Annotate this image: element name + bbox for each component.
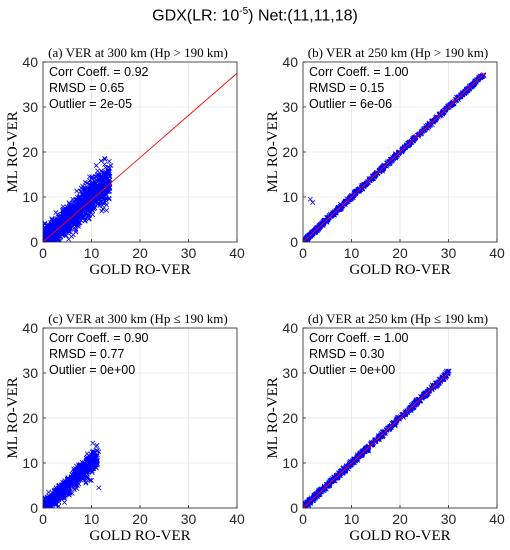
panel-title: (d) VER at 250 km (Hp ≤ 190 km) [308,311,488,326]
x-tick-label: 40 [489,245,505,261]
identity-line [303,372,449,508]
y-tick-label: 10 [22,455,38,471]
y-tick-label: 40 [22,54,38,70]
x-tick-label: 10 [84,511,100,527]
y-tick-label: 10 [282,455,298,471]
y-tick-label: 40 [22,320,38,336]
y-tick-label: 0 [290,234,298,250]
panel-a: 0 10 20 30 40 0 10 20 30 40 (a) VER at 300 km (Hp … [5,45,245,278]
x-tick-label: 20 [392,511,408,527]
x-tick-label: 40 [229,245,245,261]
panel-d: 0 10 20 30 40 0 10 20 30 40 (d) VER at 250 km (Hp … [265,311,505,544]
y-tick-label: 40 [282,320,298,336]
y-tick-label: 20 [282,410,298,426]
scatter-points [43,440,102,508]
identity-line [303,72,486,242]
y-axis-label: ML RO-VER [5,111,21,193]
stats-line: RMSD = 0.15 [309,81,384,95]
y-tick-label: 30 [282,99,298,115]
stats-line: RMSD = 0.30 [309,347,384,361]
figure-title: GDX(LR: 10-5) Net:(11,11,18) [152,6,358,25]
x-tick-label: 10 [344,245,360,261]
x-tick-label: 0 [39,245,47,261]
data-layer [303,368,452,508]
stats-line: RMSD = 0.65 [49,81,124,95]
data-layer [303,72,487,242]
y-tick-label: 40 [282,54,298,70]
y-tick-label: 10 [22,189,38,205]
y-axis-label: ML RO-VER [265,111,281,193]
x-tick-label: 0 [299,511,307,527]
y-tick-label: 0 [30,234,38,250]
panel-title: (b) VER at 250 km (Hp > 190 km) [308,45,488,60]
stats-line: Outlier = 0e+00 [309,363,395,377]
x-axis-label: GOLD RO-VER [89,262,190,278]
y-tick-label: 30 [22,365,38,381]
x-tick-label: 30 [181,245,197,261]
panel-title: (c) VER at 300 km (Hp ≤ 190 km) [48,311,227,326]
x-tick-label: 20 [392,245,408,261]
stats-line: RMSD = 0.77 [49,347,124,361]
x-tick-label: 30 [441,245,457,261]
x-tick-label: 20 [132,511,148,527]
stats-line: Corr Coeff. = 1.00 [309,65,409,79]
y-axis-label: ML RO-VER [5,377,21,459]
x-tick-label: 20 [132,245,148,261]
stats-line: Outlier = 2e-05 [49,97,132,111]
x-tick-label: 0 [39,511,47,527]
panel-c: 0 10 20 30 40 0 10 20 30 40 (c) VER at 300 km (Hp … [5,311,245,544]
y-tick-label: 20 [282,144,298,160]
identity-line [43,72,237,242]
stats-line: Corr Coeff. = 0.92 [49,65,149,79]
x-axis-label: GOLD RO-VER [349,528,450,544]
data-layer [43,72,237,242]
x-tick-label: 40 [489,511,505,527]
x-axis-label: GOLD RO-VER [349,262,450,278]
stats-line: Corr Coeff. = 1.00 [309,331,409,345]
y-axis-label: ML RO-VER [265,377,281,459]
y-tick-label: 0 [30,500,38,516]
x-axis-label: GOLD RO-VER [89,528,190,544]
x-tick-label: 30 [441,511,457,527]
y-tick-label: 20 [22,144,38,160]
y-tick-label: 0 [290,500,298,516]
stats-line: Outlier = 6e-06 [309,97,392,111]
y-tick-label: 20 [22,410,38,426]
panel-title: (a) VER at 300 km (Hp > 190 km) [48,45,228,60]
stats-line: Corr Coeff. = 0.90 [49,331,149,345]
x-tick-label: 0 [299,245,307,261]
x-tick-label: 10 [84,245,100,261]
panel-b: 0 10 20 30 40 0 10 20 30 40 (b) VER at 250 km (Hp … [265,45,505,278]
x-tick-label: 40 [229,511,245,527]
stats-line: Outlier = 0e+00 [49,363,135,377]
x-tick-label: 10 [344,511,360,527]
data-layer [43,440,102,508]
x-tick-label: 30 [181,511,197,527]
y-tick-label: 30 [22,99,38,115]
y-tick-label: 10 [282,189,298,205]
y-tick-label: 30 [282,365,298,381]
